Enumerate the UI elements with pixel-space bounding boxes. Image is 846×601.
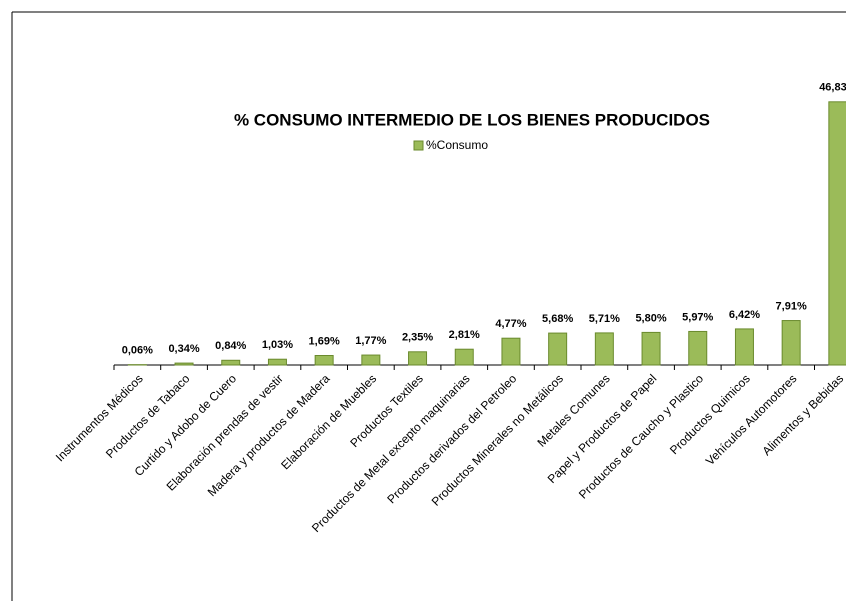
value-label: 1,03% bbox=[262, 339, 293, 351]
bar bbox=[454, 348, 474, 366]
bar bbox=[361, 354, 381, 366]
value-label: 5,80% bbox=[635, 312, 666, 324]
bar bbox=[828, 101, 846, 366]
bar bbox=[548, 332, 568, 366]
value-label: 5,97% bbox=[682, 311, 713, 323]
bar bbox=[641, 331, 661, 366]
bar bbox=[734, 328, 754, 366]
bar bbox=[781, 320, 801, 366]
value-label: 46,83% bbox=[819, 82, 846, 94]
bar bbox=[174, 362, 194, 366]
legend-swatch bbox=[413, 140, 424, 151]
value-label: 0,06% bbox=[122, 345, 153, 357]
x-tick-label: Vehículos Automotores bbox=[703, 371, 800, 468]
value-label: 0,84% bbox=[215, 340, 246, 352]
value-label: 1,77% bbox=[355, 335, 386, 347]
x-tick-label: Productos Quimicos bbox=[667, 371, 753, 457]
value-label: 2,35% bbox=[402, 332, 433, 344]
value-label: 6,42% bbox=[729, 309, 760, 321]
bar bbox=[594, 332, 614, 366]
x-tick-label: Instrumentos Médicos bbox=[53, 371, 146, 464]
bar bbox=[314, 355, 334, 366]
x-tick-label: Productos de Tabaco bbox=[103, 371, 193, 461]
bar bbox=[501, 337, 521, 366]
bar bbox=[688, 330, 708, 366]
bar bbox=[267, 358, 287, 366]
value-label: 0,34% bbox=[168, 343, 199, 355]
value-label: 1,69% bbox=[309, 335, 340, 347]
value-label: 5,71% bbox=[589, 313, 620, 325]
bar bbox=[221, 359, 241, 366]
value-label: 4,77% bbox=[495, 318, 526, 330]
value-label: 2,81% bbox=[449, 329, 480, 341]
x-tick-label: Elaboración de Muebles bbox=[278, 371, 379, 472]
chart-title: % CONSUMO INTERMEDIO DE LOS BIENES PRODU… bbox=[234, 110, 710, 129]
bar bbox=[408, 351, 428, 366]
value-label: 7,91% bbox=[776, 300, 807, 312]
legend-label: %Consumo bbox=[426, 138, 488, 152]
x-tick-label: Alimentos y Bebidas bbox=[759, 371, 846, 458]
value-label: 5,68% bbox=[542, 313, 573, 325]
